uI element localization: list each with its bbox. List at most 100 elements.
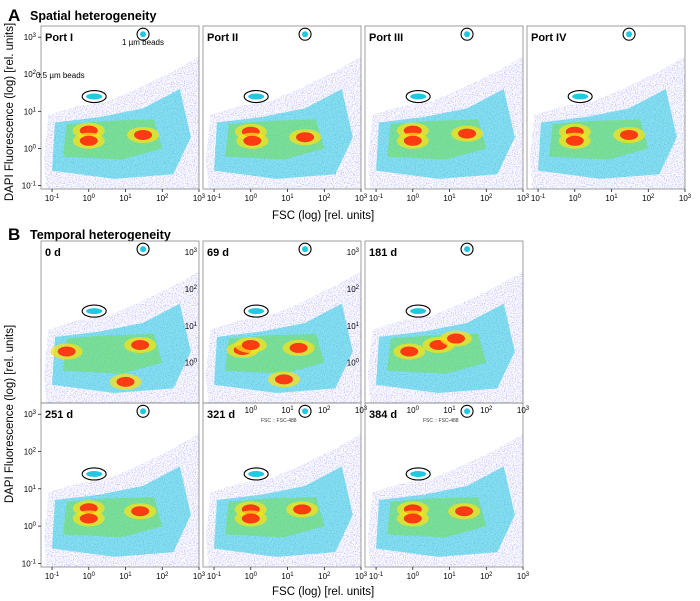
population-peak xyxy=(403,135,422,146)
plot-label: 251 d xyxy=(45,409,73,421)
panel-b-xlabel: FSC (log) [rel. units] xyxy=(272,586,375,598)
top-tick-label: 102 xyxy=(480,406,493,415)
gate-1um-beads xyxy=(136,242,150,256)
bead-cluster-1um xyxy=(140,246,147,253)
population-peak xyxy=(458,128,477,139)
top-tick-label: 103 xyxy=(517,406,530,415)
x-tick-label: 103 xyxy=(517,194,530,203)
gate-05um-beads xyxy=(81,467,107,481)
x-tick-label: 102 xyxy=(156,572,169,581)
bead-cluster-05um xyxy=(410,308,427,315)
population-peak xyxy=(116,376,135,387)
y-tick-label-right: 100 xyxy=(347,359,360,368)
x-tick-label: 103 xyxy=(193,572,206,581)
x-tick-label: 10-1 xyxy=(369,572,384,581)
x-tick-label: 100 xyxy=(407,572,420,581)
panel-b-letter: B xyxy=(8,225,21,244)
x-tick-label: 102 xyxy=(642,194,655,203)
plot-port-i: Port I 10-1 100 101 102 103 10-1 100 101 102 103 xyxy=(22,25,206,203)
x-tick-label: 100 xyxy=(245,194,258,203)
x-tick-label: 102 xyxy=(156,194,169,203)
panel-a-title: Spatial heterogeneity xyxy=(30,9,157,23)
plot-frame xyxy=(364,25,524,190)
plot-port-iii: Port III 10-1 100 101 102 103 xyxy=(364,25,530,203)
plot-label: Port IV xyxy=(531,32,567,44)
density-cloud xyxy=(367,246,523,403)
density-cloud xyxy=(367,408,523,567)
population-peak xyxy=(241,513,260,524)
gate-05um-beads xyxy=(243,304,269,318)
x-tick-label: 101 xyxy=(605,194,618,203)
population-peak xyxy=(134,129,153,140)
plot-port-iv: Port IV 10-1 100 101 102 103 xyxy=(526,25,692,203)
y-tick-label: 100 xyxy=(24,144,37,153)
plot-label: Port III xyxy=(369,32,403,44)
gate-05um-beads xyxy=(81,304,107,318)
bead-cluster-1um xyxy=(626,31,633,38)
plot-frame xyxy=(40,25,200,190)
plot-384-d: 384 d 10-1 100 101 102 103 100 101 102 103 xyxy=(364,402,530,581)
gate-1um-beads xyxy=(298,404,312,418)
plot-0-d: 0 d 100 101 102 103 xyxy=(40,240,200,404)
density-cloud xyxy=(205,246,361,403)
density-cloud xyxy=(43,246,199,403)
population-peak xyxy=(79,135,98,146)
gate-05um-beads xyxy=(405,304,431,318)
plot-frame xyxy=(364,402,524,568)
x-tick-label: 10-1 xyxy=(207,572,222,581)
gate-1um-beads xyxy=(298,27,312,41)
x-tick-label: 101 xyxy=(119,194,132,203)
population-peak xyxy=(446,333,465,344)
bead-cluster-05um xyxy=(410,470,427,477)
plot-label: Port I xyxy=(45,32,73,44)
gate-05um-beads xyxy=(405,467,431,481)
bead-cluster-05um xyxy=(410,93,427,100)
bead-cluster-05um xyxy=(572,93,589,100)
x-tick-label: 103 xyxy=(517,572,530,581)
y-tick-label: 101 xyxy=(24,485,37,494)
density-cloud xyxy=(205,31,361,189)
plot-frame xyxy=(526,25,686,190)
bead-cluster-05um xyxy=(86,308,103,315)
population-peak xyxy=(57,346,76,357)
y-tick-label: 10-1 xyxy=(22,559,37,568)
density-cloud xyxy=(529,31,685,189)
population-peak xyxy=(243,135,262,146)
bead-cluster-1um xyxy=(464,31,471,38)
density-cloud xyxy=(205,408,361,567)
gate-1um-beads xyxy=(460,27,474,41)
gate-05um-beads xyxy=(567,89,593,104)
x-tick-label: 102 xyxy=(480,194,493,203)
x-tick-label: 101 xyxy=(119,572,132,581)
gate-05um-beads xyxy=(243,467,269,481)
plot-label: 0 d xyxy=(45,247,61,259)
y-tick-label: 10-1 xyxy=(22,181,37,190)
plot-frame xyxy=(202,402,362,568)
x-tick-label: 100 xyxy=(407,194,420,203)
gate-05um-beads xyxy=(81,89,107,104)
plot-label: 181 d xyxy=(369,247,397,259)
y-tick-label-right: 102 xyxy=(347,285,360,294)
y-tick-label-right: 101 xyxy=(185,322,198,331)
x-tick-label: 100 xyxy=(569,194,582,203)
x-tick-label: 10-1 xyxy=(45,572,60,581)
population-peak xyxy=(403,513,422,524)
panel-a-xlabel: FSC (log) [rel. units] xyxy=(272,210,375,222)
plot-label: 321 d xyxy=(207,409,235,421)
annotation-05um-beads: 0.5 µm beads xyxy=(36,71,85,80)
gate-1um-beads xyxy=(298,242,312,256)
y-tick-label: 103 xyxy=(24,410,37,419)
y-tick-label-right: 103 xyxy=(185,248,198,257)
x-tick-label: 100 xyxy=(83,572,96,581)
population-peak xyxy=(400,346,419,357)
gate-1um-beads xyxy=(622,27,636,41)
gate-1um-beads xyxy=(136,27,150,41)
plot-label: Port II xyxy=(207,32,238,44)
y-tick-label: 100 xyxy=(24,522,37,531)
y-tick-label-right: 102 xyxy=(185,285,198,294)
bead-cluster-05um xyxy=(86,93,103,100)
population-peak xyxy=(241,340,260,351)
gate-1um-beads xyxy=(460,242,474,256)
x-tick-label: 101 xyxy=(443,194,456,203)
